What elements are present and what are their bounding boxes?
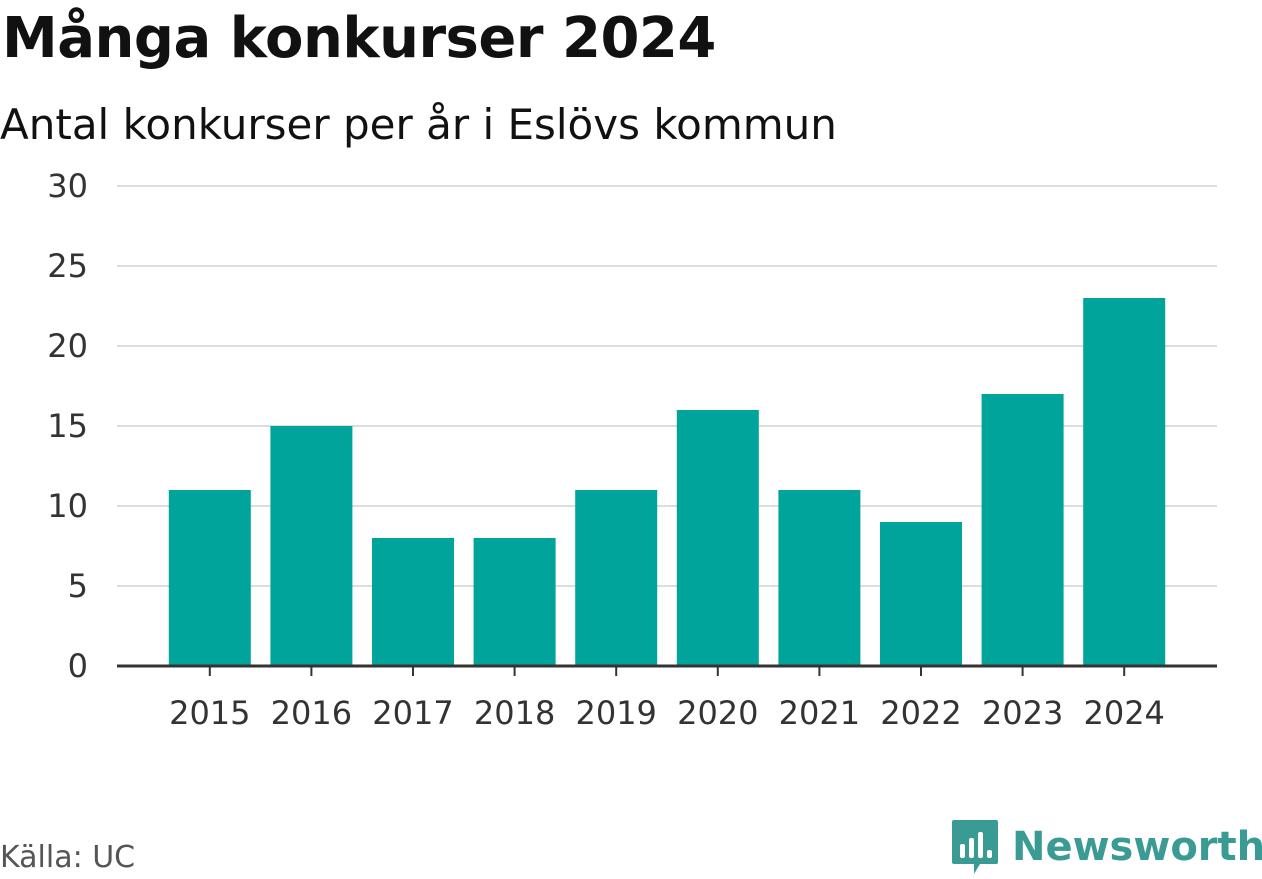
axes [117, 664, 1217, 676]
bar-2023 [981, 394, 1064, 666]
x-tick-label: 2023 [982, 694, 1063, 732]
brand-name: Newsworthy [1012, 824, 1262, 870]
bar-2016 [270, 426, 353, 666]
y-tick-label: 15 [47, 407, 88, 445]
bar-2018 [473, 538, 556, 666]
y-tick-label: 30 [47, 167, 88, 205]
chart-title: Många konkurser 2024 [2, 6, 716, 71]
x-tick-label: 2024 [1083, 694, 1164, 732]
chart-subtitle: Antal konkurser per år i Eslövs kommun [0, 100, 837, 149]
bar-2022 [880, 522, 962, 666]
x-tick-label: 2021 [779, 694, 860, 732]
x-tick-label: 2022 [880, 694, 961, 732]
source-note: Källa: UC [0, 840, 136, 875]
x-tick-label: 2016 [271, 694, 352, 732]
y-tick-label: 5 [68, 567, 88, 605]
bar-chart: 0 5 10 15 20 25 30 2015 2016 2017 2018 2019 2020 2021… [47, 167, 1217, 732]
x-tick-label: 2019 [575, 694, 656, 732]
x-tick-label: 2015 [169, 694, 250, 732]
tick-labels: 0 5 10 15 20 25 30 2015 2016 2017 2018 2019 2020 2021… [47, 167, 1165, 732]
bar-2020 [676, 410, 759, 666]
y-tick-label: 10 [47, 487, 88, 525]
bar-2015 [168, 490, 251, 666]
bars [168, 298, 1166, 666]
y-tick-label: 20 [47, 327, 88, 365]
bar-2021 [778, 490, 861, 666]
brand-logo: Newsworthy [950, 818, 1262, 876]
y-tick-label: 25 [47, 247, 88, 285]
x-tick-label: 2018 [474, 694, 555, 732]
x-tick-label: 2020 [677, 694, 758, 732]
newsworthy-logo-icon [952, 820, 998, 874]
x-tick-label: 2017 [372, 694, 453, 732]
y-tick-label: 0 [68, 647, 88, 685]
bar-2017 [372, 538, 454, 666]
bar-2024 [1083, 298, 1166, 666]
bar-2019 [575, 490, 658, 666]
